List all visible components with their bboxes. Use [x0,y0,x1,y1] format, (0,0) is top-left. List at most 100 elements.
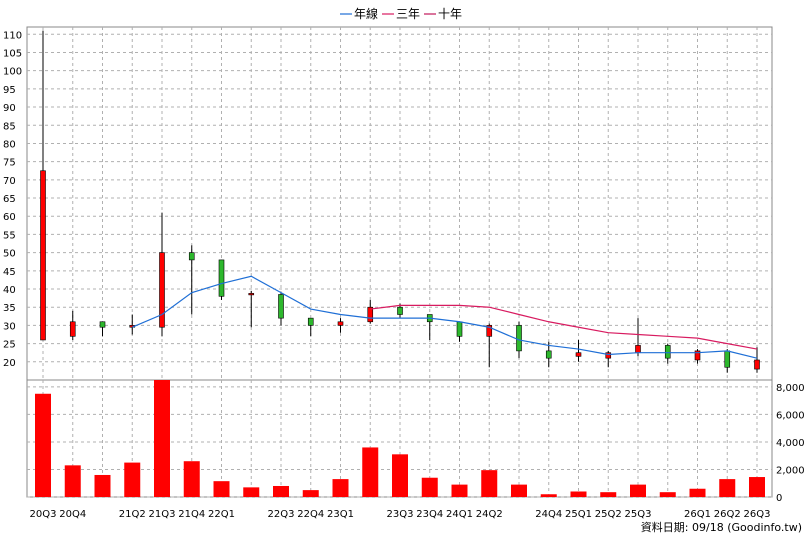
x-tick-label-15: 24Q2 [476,509,503,520]
price-tick-label-5: 45 [3,267,16,278]
volume-bar-15 [481,470,498,497]
volume-tick-label-3: 6,000 [776,410,805,421]
candle-body-2 [99,321,106,328]
x-tick-label-23: 26Q2 [714,509,741,520]
volume-bar-21 [659,492,676,497]
volume-bar-13 [421,477,438,497]
price-grid [26,26,773,381]
x-tick-label-17: 24Q4 [535,509,562,520]
volume-tick-label-1: 2,000 [776,465,805,476]
candle-body-5 [188,252,195,261]
volume-bar-22 [689,488,706,497]
volume-bar-16 [511,484,527,497]
volume-bar-9 [302,490,319,497]
candle-body-10 [337,321,344,326]
price-tick-label-0: 20 [3,358,16,369]
volume-bar-8 [273,485,289,497]
volume-bar-19 [600,492,617,497]
x-axis: 20Q3 20Q4 21Q2 21Q3 21Q4 22Q1 22Q3 22Q4 23Q1 23Q3… [30,509,771,520]
x-tick-label-3: 21Q2 [119,509,146,520]
legend-label-2: 十年 [438,7,462,21]
price-tick-label-18: 110 [3,30,22,41]
candle-body-22 [694,350,701,361]
moving-average-lines [132,275,758,359]
volume-bar-10 [332,479,349,497]
candle-body-24 [754,359,760,370]
x-tick-label-18: 25Q1 [565,509,592,520]
price-tick-label-11: 75 [3,158,16,169]
volume-bar-5 [183,461,200,497]
volume-bar-7 [243,487,260,497]
volume-bar-3 [124,462,141,497]
volume-bar-6 [213,481,230,497]
candle-body-19 [605,352,612,359]
x-tick-label-1: 20Q4 [59,509,86,520]
series-line-1 [370,304,758,350]
candle-body-12 [397,306,403,315]
x-tick-label-4: 21Q3 [149,509,176,520]
volume-bar-1 [64,465,81,497]
candle-body-8 [278,294,284,319]
volume-bar-4 [154,380,170,497]
price-tick-label-10: 70 [3,176,16,187]
candlesticks [40,30,760,373]
x-tick-label-9: 22Q4 [297,509,324,520]
candle-body-16 [516,325,522,352]
x-tick-label-5: 21Q4 [178,509,205,520]
price-tick-label-1: 25 [3,340,16,351]
price-tick-label-7: 55 [3,230,16,241]
candle-body-11 [367,306,374,323]
volume-bar-12 [392,454,408,497]
candle-body-6 [218,259,225,297]
legend: 年線 三年 十年 [340,6,462,21]
x-tick-label-22: 26Q1 [684,509,711,520]
candle-body-18 [575,352,582,357]
volume-bar-14 [451,484,468,497]
volume-bars [35,380,765,497]
volume-bar-18 [570,491,587,497]
volume-tick-label-4: 8,000 [776,383,805,394]
candle-body-15 [486,325,493,337]
legend-label-0: 年線 [354,6,378,21]
x-tick-label-0: 20Q3 [30,509,57,520]
x-tick-label-12: 23Q3 [387,509,414,520]
footer-note: 資料日期: 09/18 (Goodinfo.tw) [641,520,802,534]
volume-bar-2 [94,474,111,497]
x-tick-label-24: 26Q3 [744,509,771,520]
legend-label-1: 三年 [396,7,420,21]
volume-tick-label-2: 4,000 [776,438,805,449]
x-tick-label-14: 24Q1 [446,509,473,520]
candle-body-9 [307,317,314,326]
candle-body-23 [724,350,731,368]
price-tick-label-12: 80 [3,139,16,150]
price-tick-label-16: 100 [3,67,22,78]
price-tick-label-17: 105 [3,48,22,59]
price-tick-label-9: 65 [3,194,16,205]
volume-y-axis: 0 2,000 4,000 6,000 8,000 [776,383,805,504]
price-tick-label-6: 50 [3,249,16,260]
price-tick-label-8: 60 [3,212,16,223]
candle-body-7 [248,293,255,296]
x-tick-label-10: 23Q1 [327,509,354,520]
volume-bar-20 [630,484,646,497]
price-tick-label-14: 90 [3,103,16,114]
volume-bar-0 [35,393,51,497]
candle-body-20 [635,345,641,354]
candle-body-14 [456,321,463,337]
x-tick-label-20: 25Q3 [625,509,652,520]
x-tick-label-8: 22Q3 [268,509,295,520]
volume-bar-23 [719,479,736,497]
price-tick-label-2: 30 [3,321,16,332]
price-y-axis: 20 25 30 35 40 45 50 55 60 65 70 75 80 85 90 95 100 105 11… [3,30,22,369]
volume-bar-24 [749,477,765,497]
candle-body-1 [69,321,76,337]
candle-body-21 [664,345,671,359]
volume-bar-11 [362,447,379,497]
series-line-0 [132,275,758,359]
price-tick-label-15: 95 [3,85,16,96]
x-tick-label-6: 22Q1 [208,509,235,520]
candle-body-4 [159,252,165,328]
volume-bar-17 [540,494,557,497]
price-tick-label-4: 40 [3,285,16,296]
